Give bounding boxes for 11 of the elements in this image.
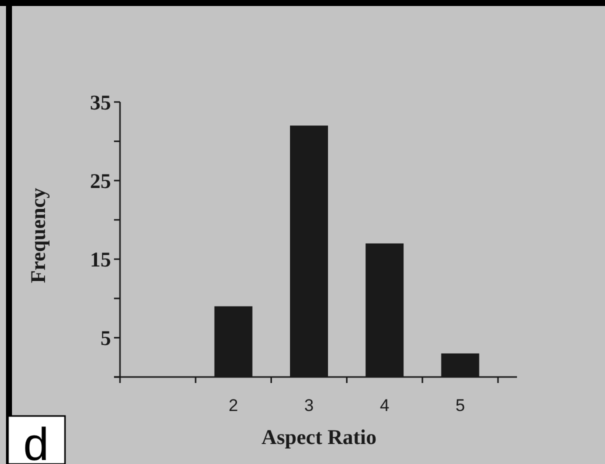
y-tick-label: 25	[90, 168, 111, 193]
y-tick-label: 15	[90, 247, 111, 272]
x-tick-label: 5	[455, 396, 465, 415]
y-axis-title: Frequency	[26, 187, 50, 284]
text: d	[23, 418, 49, 464]
x-tick-label: 3	[304, 396, 314, 415]
x-tick-label: 2	[228, 396, 238, 415]
y-tick-label: 5	[100, 326, 111, 350]
x-tick-label: 4	[380, 396, 390, 415]
x-axis-title: Aspect Ratio	[262, 425, 376, 449]
y-tick-label: 35	[90, 90, 111, 114]
